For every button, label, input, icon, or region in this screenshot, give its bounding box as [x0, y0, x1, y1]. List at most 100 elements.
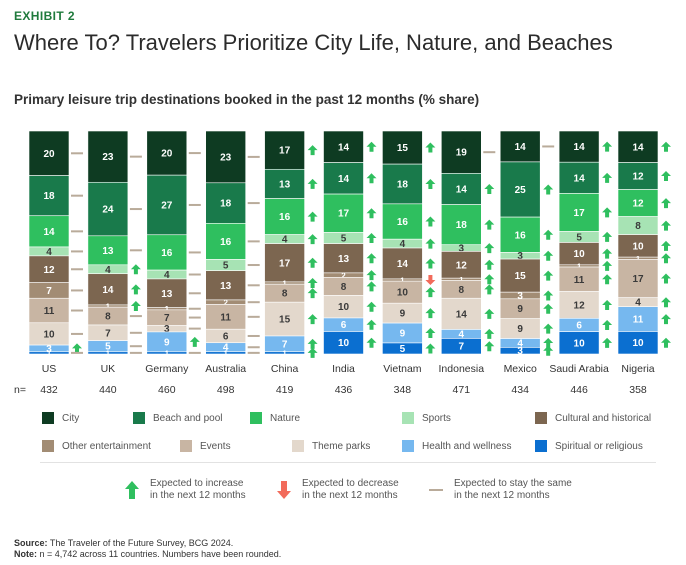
bar-segment: [146, 234, 188, 271]
trend-up-icon: [661, 220, 671, 231]
trend-up-icon: [543, 184, 554, 195]
trend-same-icon: [247, 155, 260, 158]
data-label: 4: [164, 270, 170, 281]
trend-up-icon: [543, 270, 554, 281]
bar-segment: [87, 273, 129, 306]
data-label: 10: [632, 241, 644, 252]
trend-same-icon: [188, 292, 201, 295]
data-label: 13: [102, 246, 114, 257]
bar-segment: [617, 331, 659, 355]
legend-label: Spiritual or religious: [555, 440, 643, 452]
trend-up-icon: [307, 338, 318, 349]
n-value: 446: [570, 384, 588, 396]
trend-up-icon: [425, 258, 436, 269]
bar-segment: [499, 161, 541, 218]
data-label: 7: [459, 342, 465, 353]
legend-item: Health and wellness: [402, 439, 512, 453]
trend-same-icon: [247, 315, 260, 318]
trend-up-icon: [307, 278, 318, 289]
trend-key-text: Expected to decrease in the next 12 month…: [302, 478, 399, 501]
data-label: 13: [279, 179, 291, 190]
trend-up-icon: [661, 141, 671, 152]
data-label: 4: [223, 343, 229, 354]
trend-up-icon: [484, 183, 495, 194]
trend-up-icon: [366, 337, 377, 348]
trend-up-icon: [484, 274, 495, 285]
bar-segment: [28, 351, 70, 355]
trend-up-icon: [543, 290, 554, 301]
data-label: 7: [164, 313, 170, 324]
legend-label: Other entertainment: [62, 440, 151, 452]
data-label: 7: [282, 339, 288, 350]
bar-segment: [499, 130, 541, 163]
data-label: 10: [338, 302, 350, 313]
trend-up-icon: [661, 337, 671, 348]
data-label: 25: [515, 185, 527, 196]
data-label: 3: [517, 291, 523, 302]
bar-segment: [146, 130, 188, 176]
trend-same-icon: [247, 202, 260, 205]
data-label: 9: [164, 337, 170, 348]
trend-up-icon: [425, 308, 436, 319]
data-label: 17: [279, 146, 291, 157]
bar-segment: [28, 130, 70, 176]
trend-same-icon: [71, 351, 83, 354]
category-label: Saudi Arabia: [549, 363, 609, 375]
trend-same-icon: [129, 249, 142, 252]
legend-swatch: [180, 440, 192, 452]
legend-swatch: [535, 440, 547, 452]
data-label: 17: [279, 258, 291, 269]
data-label: 14: [574, 142, 586, 153]
note-label: Note:: [14, 549, 37, 559]
data-label: 8: [635, 221, 641, 232]
data-label: 6: [576, 321, 582, 332]
data-label: 8: [459, 285, 465, 296]
legend-item: Spiritual or religious: [535, 439, 643, 453]
trend-same-icon: [71, 332, 83, 335]
data-label: 14: [456, 309, 468, 320]
n-value: 460: [158, 384, 176, 396]
legend-swatch: [535, 412, 547, 424]
legend-swatch: [250, 412, 262, 424]
data-label: 10: [574, 249, 586, 260]
data-label: 5: [576, 232, 582, 243]
trend-up-icon: [366, 281, 377, 292]
trend-up-icon: [661, 314, 671, 325]
data-label: 10: [632, 338, 644, 349]
trend-same-icon: [247, 240, 260, 243]
category-label: India: [332, 363, 355, 375]
trend-same-icon: [71, 194, 83, 197]
data-label: 1: [106, 349, 111, 358]
bar-segment: [323, 162, 364, 195]
data-label: 15: [397, 143, 409, 154]
legend-label: Beach and pool: [153, 412, 223, 424]
legend-item: Other entertainment: [42, 439, 151, 453]
bar-segment: [146, 351, 188, 355]
n-value: 348: [394, 384, 412, 396]
trend-up-icon: [189, 336, 200, 347]
bar-segment: [264, 168, 305, 199]
trend-up-icon: [366, 319, 377, 330]
trend-same-icon: [129, 315, 142, 318]
trend-up-icon: [484, 341, 495, 352]
trend-up-icon: [543, 250, 554, 261]
trend-down-icon: [277, 481, 291, 499]
trend-up-icon: [366, 208, 377, 219]
data-label: 17: [632, 274, 644, 285]
bar-segment: [28, 175, 70, 217]
trend-same-icon: [188, 351, 201, 354]
category-label: UK: [101, 363, 116, 375]
trend-same-icon: [247, 334, 260, 337]
trend-same-icon: [247, 301, 260, 304]
bar-segment: [205, 270, 246, 301]
trend-key-item: Expected to decrease in the next 12 month…: [276, 478, 422, 502]
trend-up-icon: [484, 328, 495, 339]
trend-up-icon: [602, 141, 613, 152]
bar-segment: [264, 243, 305, 283]
trend-up-icon: [602, 260, 613, 271]
data-label: 9: [400, 309, 406, 320]
legend-label: Theme parks: [312, 440, 371, 452]
stacked-bar-chart: 2018144127111031US43223241341418751UK440…: [14, 130, 671, 396]
bar-segment: [617, 306, 659, 332]
trend-up-icon: [425, 216, 436, 227]
